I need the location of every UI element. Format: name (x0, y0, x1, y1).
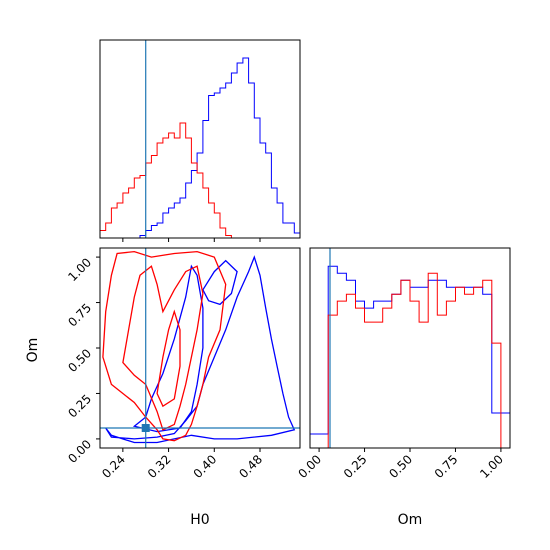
contour-line-1-0 (102, 250, 227, 442)
om-axis-label: Om (25, 338, 41, 363)
h0-marginal-frame (99, 39, 301, 239)
om-x-ticks: 0.00 0.25 0.50 0.75 1.00 (295, 448, 506, 481)
contour-line-0-1 (132, 264, 204, 433)
x-tick-label: 0.25 (341, 452, 370, 481)
om-x-axis-label: Om (398, 512, 423, 528)
histogram-series-1 (319, 272, 502, 449)
x-tick-label: 0.40 (191, 452, 220, 481)
joint-y-ticks: 0.00 0.25 0.50 0.75 1.00 (65, 255, 100, 466)
y-tick-label: 0.25 (65, 392, 94, 421)
joint-contour-panel: 0.24 0.32 0.40 0.48 0.00 0.25 0.50 0.75 1.00 H0… (25, 247, 301, 528)
x-tick-label: 0.00 (295, 452, 324, 481)
contour-line-0-2 (202, 259, 238, 306)
om-marginal-frame (309, 247, 511, 449)
y-tick-label: 1.00 (65, 255, 94, 284)
contour-line-1-1 (122, 265, 204, 431)
h0-marginal-ticks (122, 238, 261, 242)
h0-histograms (99, 57, 301, 239)
contour-line-0-0 (105, 255, 296, 444)
h0-axis-label: H0 (190, 512, 209, 528)
histogram-series-1 (99, 122, 232, 238)
x-tick-label: 0.50 (386, 452, 415, 481)
h0-marginal-panel (99, 39, 301, 242)
joint-x-ticks: 0.24 0.32 0.40 0.48 (99, 448, 265, 481)
y-tick-label: 0.50 (65, 346, 94, 375)
histogram-series-0 (100, 57, 301, 239)
om-histograms (309, 265, 511, 449)
om-marginal-panel: 0.00 0.25 0.50 0.75 1.00 Om (295, 247, 511, 528)
x-tick-label: 0.24 (99, 452, 128, 481)
x-tick-label: 0.75 (432, 452, 461, 481)
contour-line-1-2 (156, 309, 181, 408)
joint-contours (102, 250, 296, 444)
x-tick-label: 0.48 (236, 452, 265, 481)
y-tick-label: 0.75 (65, 301, 94, 330)
y-tick-label: 0.00 (65, 437, 94, 466)
x-tick-label: 1.00 (477, 452, 506, 481)
truth-point-marker (141, 424, 150, 432)
x-tick-label: 0.32 (145, 452, 174, 481)
